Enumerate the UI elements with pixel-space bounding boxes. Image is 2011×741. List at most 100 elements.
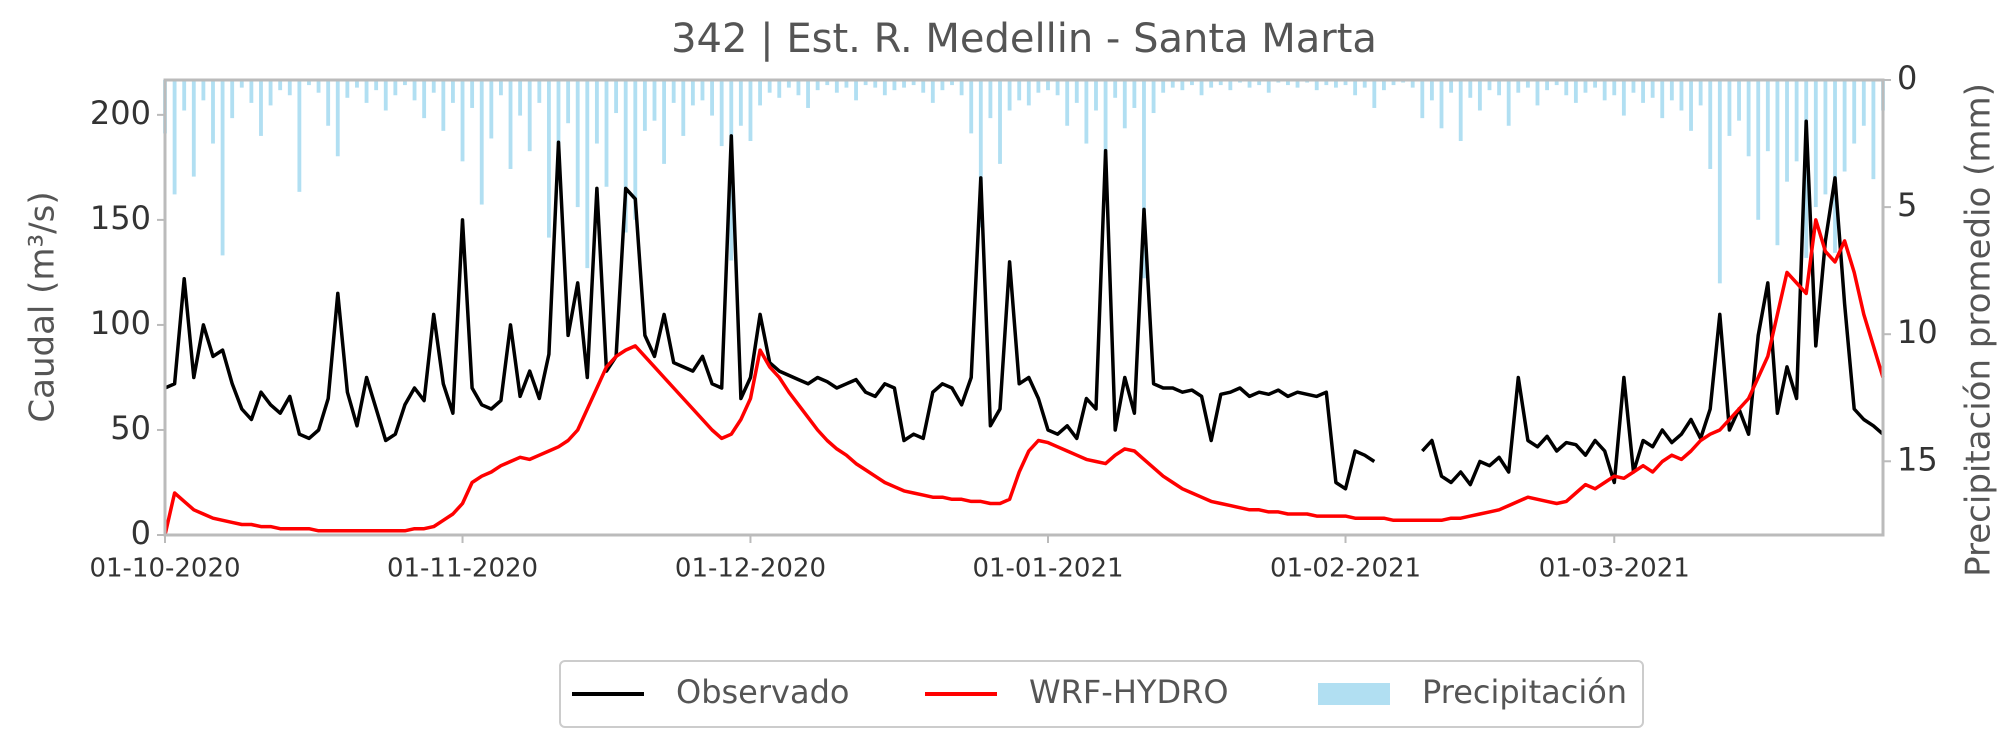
precip-bar xyxy=(594,80,599,144)
x-tick-label: 01-10-2020 xyxy=(89,554,240,584)
precip-bar xyxy=(489,80,494,139)
precip-bar xyxy=(1497,80,1502,96)
y2-tick-label: 0 xyxy=(1897,59,1917,97)
chart-title: 342 | Est. R. Medellin - Santa Marta xyxy=(671,16,1377,62)
precip-bar xyxy=(1372,80,1377,108)
precip-bar xyxy=(1218,80,1223,86)
precip-bar xyxy=(1410,80,1415,88)
precip-bar xyxy=(1094,80,1098,111)
precip-bar xyxy=(1621,80,1626,116)
precip-bar xyxy=(1583,80,1588,93)
precip-bar xyxy=(1343,80,1348,86)
precip-bar xyxy=(1871,80,1876,180)
precip-bar xyxy=(786,80,791,88)
precip-bar xyxy=(1641,80,1645,103)
precip-bar xyxy=(1785,80,1789,182)
precip-bar xyxy=(614,80,619,114)
precip-bar xyxy=(950,80,954,86)
plot-frame xyxy=(163,78,1885,537)
precip-bar xyxy=(1573,80,1578,103)
precip-bar xyxy=(1295,80,1300,88)
precip-bar xyxy=(1545,80,1549,91)
precip-bar xyxy=(1564,80,1569,96)
precip-bar xyxy=(1036,80,1041,93)
precip-bar xyxy=(1516,80,1521,93)
precip-bar xyxy=(1449,80,1454,93)
precip-bar xyxy=(834,80,839,93)
precip-bar xyxy=(268,80,273,106)
precip-bar xyxy=(1055,80,1060,96)
precip-bar xyxy=(642,80,647,131)
precip-bar xyxy=(1026,80,1031,106)
precip-bar xyxy=(1161,80,1166,93)
precip-bar xyxy=(403,80,407,86)
precip-bar xyxy=(441,80,446,131)
precip-bar xyxy=(1746,80,1751,157)
precip-bar xyxy=(681,80,686,136)
precip-bar xyxy=(1142,80,1146,279)
precip-bar xyxy=(518,80,523,116)
precip-bar xyxy=(863,80,868,86)
legend-label: Precipitación xyxy=(1422,673,1627,711)
precip-bar xyxy=(902,80,906,88)
precip-bar xyxy=(1708,80,1713,169)
precip-bar xyxy=(1266,80,1271,93)
precip-bar xyxy=(278,80,283,91)
precip-bar xyxy=(537,80,542,103)
precip-bar xyxy=(758,80,762,106)
y-axis-label: Caudal (m³/s) xyxy=(23,191,63,422)
precip-bar xyxy=(1362,80,1367,88)
precip-bar xyxy=(1132,80,1137,108)
precip-bar xyxy=(1420,80,1425,119)
precip-bar xyxy=(1669,80,1674,101)
y2-tick-label: 10 xyxy=(1897,313,1938,351)
precip-bar xyxy=(412,80,417,101)
precip-bar xyxy=(1113,80,1118,98)
precip-bar xyxy=(220,80,225,256)
x-tick-label: 01-12-2020 xyxy=(675,554,826,584)
precip-bar xyxy=(191,80,196,177)
precip-bar xyxy=(431,80,436,93)
precip-bar xyxy=(1554,80,1559,86)
precip-bar xyxy=(748,80,753,142)
precip-bar xyxy=(1017,80,1022,101)
precip-bar xyxy=(738,80,743,126)
precip-bar xyxy=(307,80,311,86)
x-tick-label: 01-02-2021 xyxy=(1270,554,1421,584)
precip-bar xyxy=(1535,80,1540,106)
precip-bar xyxy=(690,80,695,106)
precip-bar xyxy=(1429,80,1434,101)
precip-bar xyxy=(1689,80,1693,131)
precip-bar xyxy=(796,80,801,96)
precip-bar xyxy=(1737,80,1741,121)
legend-label: WRF-HYDRO xyxy=(1029,673,1229,711)
y-tick-label: 200 xyxy=(90,94,151,132)
y-tick-label: 50 xyxy=(110,409,151,447)
precip-bar xyxy=(1650,80,1655,98)
precip-bar xyxy=(575,80,580,208)
precip-bar xyxy=(1084,80,1089,144)
precip-bar xyxy=(825,80,830,86)
precip-bar xyxy=(230,80,235,119)
precip-bar xyxy=(1074,80,1079,103)
precip-bar xyxy=(1756,80,1761,220)
precip-bar xyxy=(182,80,187,111)
precip-bar xyxy=(1612,80,1617,96)
precip-bar xyxy=(1698,80,1703,106)
precip-bar xyxy=(777,80,782,98)
series-line xyxy=(163,218,1885,536)
precip-bar xyxy=(978,80,983,228)
precip-bar xyxy=(1439,80,1444,129)
legend-swatch xyxy=(1318,683,1390,705)
precip-bar xyxy=(1823,80,1828,195)
precip-bar xyxy=(1506,80,1511,126)
precip-bar xyxy=(479,80,484,205)
precip-bar xyxy=(719,80,724,147)
precip-bar xyxy=(1065,80,1070,126)
precip-bar xyxy=(873,80,878,88)
precip-bar xyxy=(1353,80,1358,96)
precip-bar xyxy=(1458,80,1463,142)
precip-bar xyxy=(1852,80,1857,144)
precip-bar xyxy=(623,80,628,233)
